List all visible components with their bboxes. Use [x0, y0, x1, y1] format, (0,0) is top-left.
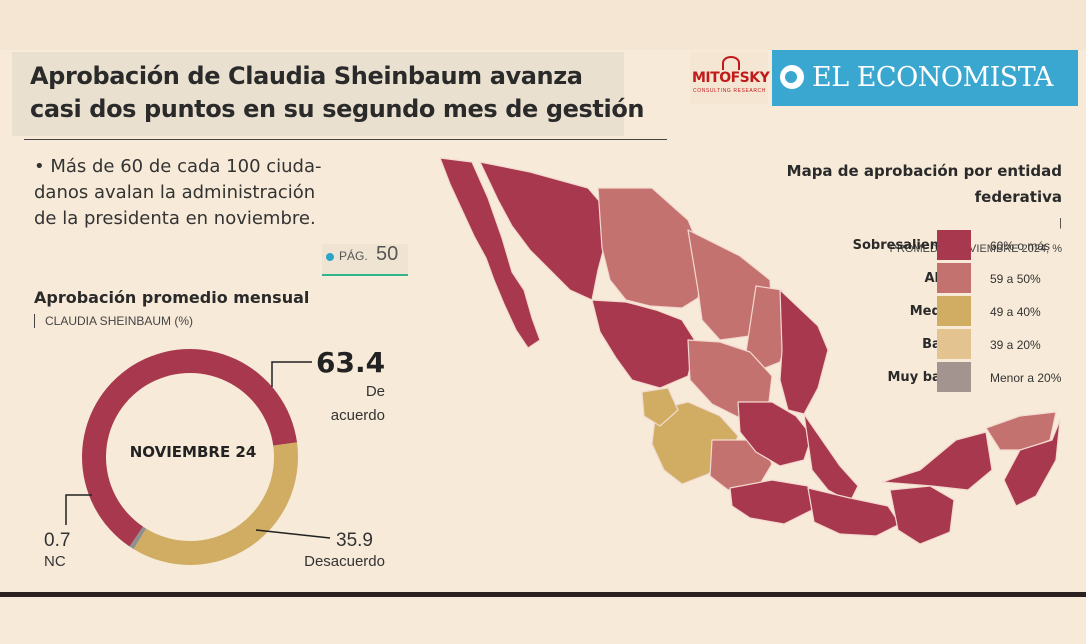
map-region-nayarit — [641, 387, 679, 427]
nc-label: NC — [44, 553, 66, 570]
legend-range-media: 49 a 40% — [990, 305, 1041, 319]
summary-line-1: • Más de 60 de cada 100 ciuda- — [34, 156, 322, 177]
desacuerdo-label: Desacuerdo — [304, 553, 385, 570]
page-reference-label: PÁG. — [339, 249, 368, 263]
mitofsky-tagline: CONSULTING RESEARCH — [693, 88, 766, 94]
legend-name-sobresaliente: Sobresaliente — [852, 238, 954, 253]
map-region-quintana-roo — [1003, 419, 1061, 507]
el-economista-emblem-icon — [780, 65, 804, 89]
approval-donut-chart — [65, 349, 331, 566]
de-acuerdo-value: 63.4 — [316, 346, 386, 379]
map-region-oaxaca — [807, 487, 901, 537]
map-region-sinaloa-durango — [591, 299, 697, 389]
page-reference[interactable] — [322, 244, 408, 276]
top-band — [0, 0, 1086, 50]
legend-item-sobresaliente: Sobresaliente 60% o más — [820, 230, 1070, 262]
headline-line-1: Aprobación de Claudia Sheinbaum avanza — [30, 62, 583, 90]
legend-range-alta: 59 a 50% — [990, 272, 1041, 286]
legend-item-baja: Baja39 a 20% — [820, 329, 1070, 361]
headline-rule — [24, 139, 667, 140]
de-acuerdo-label-acuerdo: acuerdo — [330, 407, 385, 424]
desacuerdo-value: 35.9 — [336, 530, 373, 551]
mexico-map-regions — [439, 157, 1061, 545]
desacuerdo-leader-line — [255, 529, 331, 539]
mitofsky-logo-text: MITOFSKY — [692, 70, 770, 86]
headline: Aprobación de Claudia Sheinbaum avanza c… — [30, 60, 645, 126]
legend-swatch-muy_baja — [937, 362, 971, 392]
map-region-veracruz — [803, 413, 859, 503]
legend-item-alta: Alta59 a 50% — [820, 263, 1070, 295]
headline-box — [12, 52, 624, 136]
legend-swatch-sobresaliente — [937, 230, 971, 260]
legend-range-muy_baja: Menor a 20% — [990, 371, 1062, 385]
donut-center-label: NOVIEMBRE 24 — [129, 443, 257, 461]
mexico-state-approval-map — [439, 157, 1061, 545]
donut-slice-desacuerdo — [133, 442, 299, 566]
map-region-centro — [737, 401, 813, 467]
map-region-baja-california — [439, 157, 541, 349]
page-reference-dot-icon — [326, 253, 334, 261]
mitofsky-mark-icon — [722, 56, 740, 70]
summary-bullet: • Más de 60 de cada 100 ciuda- danos ava… — [34, 154, 364, 232]
headline-line-2: casi dos puntos en su segundo mes de ges… — [30, 95, 645, 123]
summary-line-3: de la presidenta en noviembre. — [34, 208, 316, 229]
map-subtitle: PROMEDIO NOVIEMBRE 2024, % — [889, 243, 1062, 255]
map-title-line-2: federativa — [974, 188, 1062, 206]
legend-swatch-baja — [937, 329, 971, 359]
map-region-tamaulipas — [779, 289, 829, 415]
el-economista-logo — [772, 50, 1078, 106]
legend-swatch-alta — [937, 263, 971, 293]
legend-swatch-media — [937, 296, 971, 326]
donut-chart-title: Aprobación promedio mensual — [34, 288, 310, 307]
de-acuerdo-leader-line — [271, 361, 312, 387]
donut-chart-subtitle: CLAUDIA SHEINBAUM (%) — [34, 314, 193, 328]
map-title-line-1: Mapa de aprobación por entidad — [786, 162, 1062, 180]
map-region-guerrero — [729, 479, 813, 525]
legend-range-baja: 39 a 20% — [990, 338, 1041, 352]
map-region-tabasco-campeche — [881, 431, 993, 491]
bottom-rule — [0, 592, 1086, 597]
de-acuerdo-label-de: De — [365, 383, 385, 400]
bottom-margin — [0, 597, 1086, 644]
map-region-chihuahua — [597, 187, 705, 309]
map-title: Mapa de aprobación por entidad federativ… — [760, 158, 1062, 262]
legend-item-muy_baja: Muy baja Menor a 20% — [820, 362, 1070, 394]
donut-slice-nc — [129, 526, 147, 550]
summary-line-2: danos avalan la administración — [34, 182, 316, 203]
page-reference-number: 50 — [376, 243, 399, 265]
legend-item-media: Media 49 a 40% — [820, 296, 1070, 328]
map-region-chiapas — [889, 485, 955, 545]
legend-range-sobresaliente: 60% o más — [990, 239, 1051, 253]
nc-value: 0.7 — [44, 530, 71, 551]
el-economista-logo-text: EL ECONOMISTA — [812, 62, 1053, 93]
nc-leader-line — [65, 494, 92, 525]
